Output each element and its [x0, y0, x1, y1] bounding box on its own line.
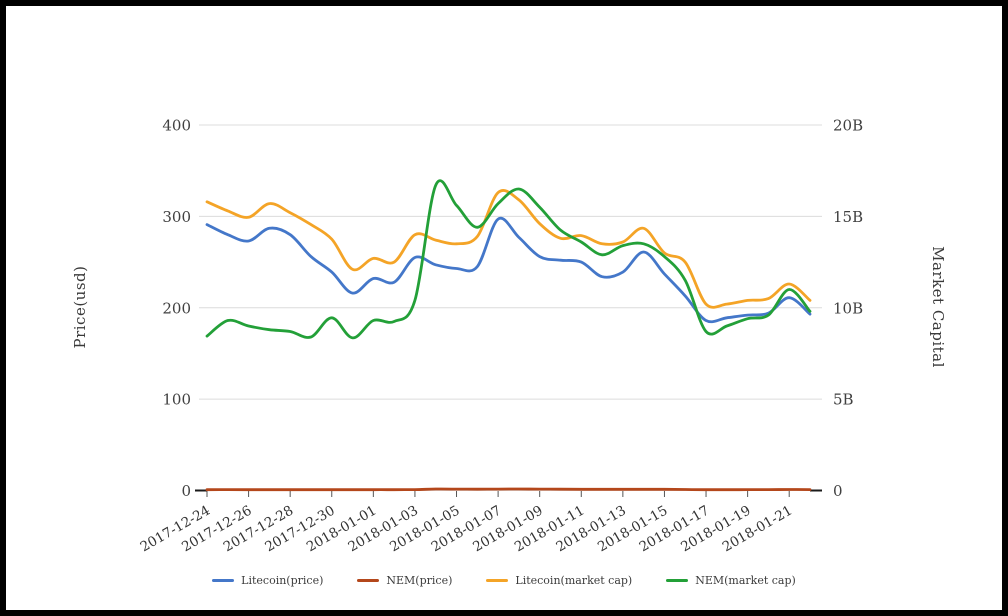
legend-label: NEM(market cap): [695, 574, 796, 587]
legend-label: NEM(price): [386, 574, 453, 587]
right-axis-tick-label: 0: [833, 482, 843, 500]
right-axis-title: Market Capital: [929, 246, 947, 368]
legend-dash-icon: [486, 579, 509, 582]
legend-item-nem-market-cap[interactable]: NEM(market cap): [666, 574, 796, 587]
right-axis-tick-label: 5B: [833, 391, 854, 409]
legend: Litecoin(price) NEM(price) Litecoin(market…: [0, 574, 1008, 587]
left-axis-tick-label: 0: [181, 482, 191, 500]
left-axis-tick-label: 100: [162, 391, 191, 409]
left-axis-title: Price(usd): [71, 265, 89, 349]
legend-dash-icon: [666, 579, 689, 582]
legend-dash-icon: [212, 579, 235, 582]
left-axis-tick-label: 400: [162, 117, 191, 135]
legend-item-litecoin-market-cap[interactable]: Litecoin(market cap): [486, 574, 632, 587]
legend-label: Litecoin(market cap): [515, 574, 633, 587]
legend-dash-icon: [357, 579, 380, 582]
litecoin-price-line: [205, 216, 812, 324]
right-axis-tick-label: 10B: [833, 299, 863, 317]
legend-item-nem-price[interactable]: NEM(price): [357, 574, 452, 587]
left-axis-tick-label: 200: [162, 299, 191, 317]
nem-price-line: [205, 487, 812, 492]
right-axis-tick-label: 15B: [833, 208, 863, 226]
nem-market-cap-line: [205, 179, 812, 340]
litecoin-market-cap-line: [205, 189, 812, 309]
legend-label: Litecoin(price): [241, 574, 324, 587]
legend-item-litecoin-price[interactable]: Litecoin(price): [212, 574, 323, 587]
right-axis-tick-label: 20B: [833, 117, 863, 135]
left-axis-tick-label: 300: [162, 208, 191, 226]
